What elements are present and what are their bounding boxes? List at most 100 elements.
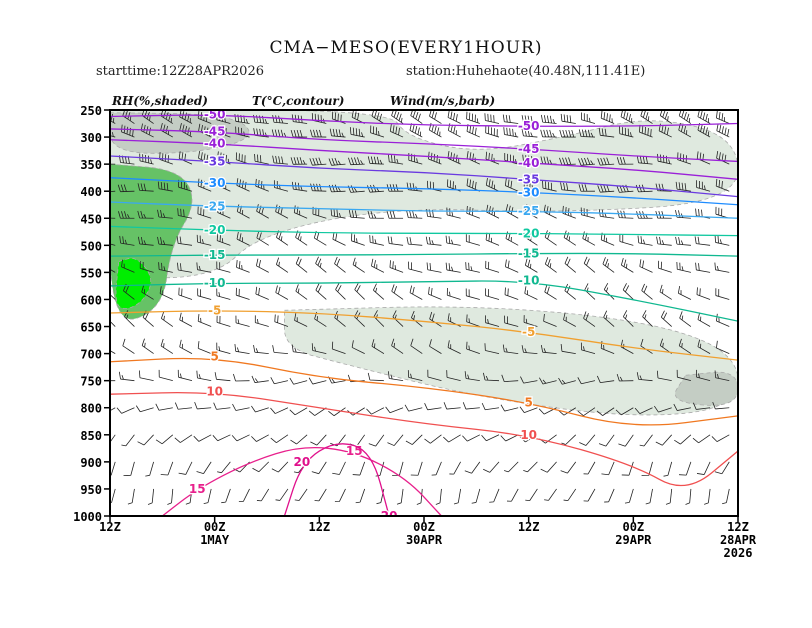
wind-barb [118, 211, 135, 219]
wind-barb [110, 488, 116, 504]
wind-barb [722, 488, 730, 505]
wind-barb [660, 310, 672, 327]
wind-barb [198, 123, 212, 138]
wind-barb [410, 338, 423, 354]
wind-barb [137, 183, 154, 192]
isotherm-label: -15 [204, 248, 226, 262]
x-tick-label: 00Z [413, 520, 435, 534]
wind-barb [217, 205, 231, 219]
wind-barb [295, 256, 308, 273]
wind-barb [213, 402, 231, 410]
wind-barb [391, 284, 404, 300]
wind-barb [160, 338, 174, 354]
wind-barb [640, 110, 653, 124]
isotherm--20 [110, 225, 738, 237]
wind-barb [716, 313, 730, 327]
wind-barb [502, 344, 519, 354]
wind-barb [371, 339, 385, 354]
wind-barb [366, 407, 385, 415]
wind-barb [251, 434, 269, 442]
wind-barb [197, 288, 212, 300]
x-tick-label: 1MAY [200, 533, 230, 547]
rh-region-very-moist [674, 371, 738, 406]
wind-barb [373, 283, 385, 300]
wind-barb [275, 488, 289, 501]
axes: 250 300 350 400 450 500 550 600 650 700 750 800 850 9… [73, 104, 757, 560]
wind-barb [234, 344, 250, 354]
isotherm-label: 20 [294, 455, 311, 469]
wind-barb [235, 152, 250, 165]
wind-barb [123, 461, 135, 476]
wind-barb [116, 407, 135, 414]
isotherm-label: -50 [518, 119, 540, 133]
isotherm-label: 15 [346, 444, 363, 458]
wind-barb [179, 339, 193, 354]
wind-barb [122, 110, 135, 124]
isotherm-label: 10 [520, 428, 537, 442]
isotherm--40 [110, 139, 738, 180]
isotherm-label: -10 [204, 276, 226, 290]
wind-barb [426, 262, 442, 273]
wind-barb [445, 262, 461, 273]
wind-barb [142, 310, 154, 327]
wind-barb [464, 461, 481, 474]
wind-barb [579, 434, 596, 446]
wind-barb [236, 231, 250, 246]
wind-barb [159, 286, 173, 300]
wind-barb [334, 488, 346, 502]
wind-barb [367, 156, 384, 165]
wind-barb [272, 115, 288, 124]
wind-barb [141, 110, 154, 124]
wind-barb [197, 206, 212, 219]
isotherm-label: -15 [518, 246, 540, 260]
wind-barb [559, 129, 576, 138]
wind-barb [714, 370, 730, 382]
wind-barb [678, 123, 692, 138]
wind-barb [429, 110, 442, 124]
wind-barb [658, 123, 672, 138]
wind-barb [294, 488, 308, 501]
wind-barb [524, 286, 538, 300]
wind-barb [137, 434, 154, 446]
wind-barb [696, 287, 711, 300]
wind-barb [639, 124, 653, 138]
wind-barb [391, 338, 404, 354]
wind-barb [388, 154, 404, 165]
wind-barb [256, 230, 269, 246]
wind-barb [428, 122, 442, 138]
wind-barb [519, 434, 538, 443]
wind-barb [524, 204, 538, 219]
wind-barb [655, 183, 672, 192]
wind-barb [370, 125, 385, 138]
wind-barb [636, 372, 653, 382]
wind-barb [328, 407, 346, 417]
wind-barb [157, 181, 173, 192]
wind-barb [310, 183, 327, 192]
wind-barb [560, 461, 577, 474]
wind-barb [563, 230, 576, 246]
isotherm-15 [161, 447, 442, 516]
wind-barb [177, 262, 193, 273]
wind-barb [332, 461, 346, 475]
wind-barb [254, 153, 269, 165]
y-tick-label: 550 [80, 266, 102, 280]
wind-barb [233, 373, 250, 382]
wind-barb [466, 205, 480, 219]
wind-barb [122, 338, 135, 354]
wind-barb [544, 284, 557, 300]
wind-barb [236, 178, 250, 192]
wind-barb [624, 488, 634, 504]
wind-barb [714, 262, 730, 273]
wind-barb [309, 157, 327, 166]
wind-barb [328, 157, 346, 166]
isotherm-label: -5 [208, 303, 221, 317]
wind-barb [715, 206, 730, 219]
wind-barb [416, 488, 423, 505]
wind-barb [174, 434, 193, 443]
wind-barb [618, 434, 634, 447]
wind-barb [675, 181, 691, 192]
wind-barb [408, 261, 423, 273]
wind-barb [367, 184, 384, 193]
isotherm--50 [110, 114, 738, 127]
wind-barb [641, 283, 653, 300]
